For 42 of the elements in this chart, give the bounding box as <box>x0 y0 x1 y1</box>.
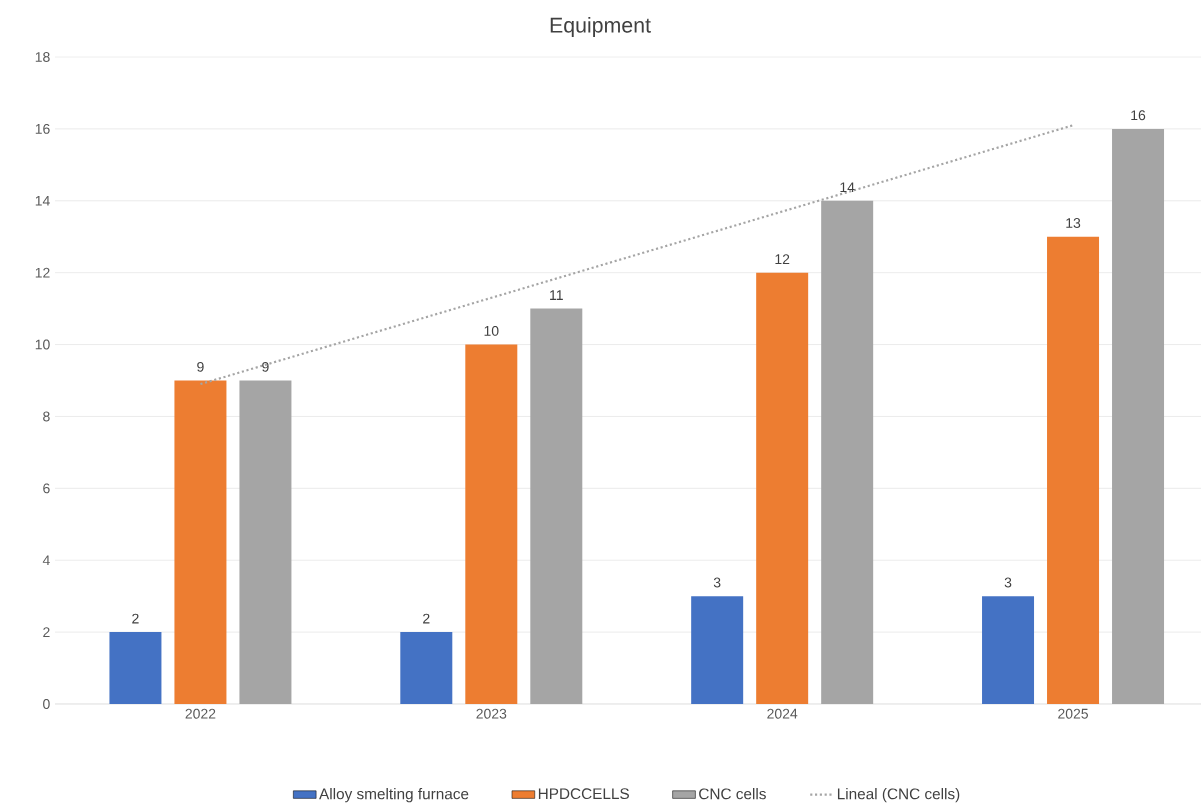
legend-label: HPDCCELLS <box>538 788 629 800</box>
bar <box>465 344 518 704</box>
data-label: 3 <box>1004 577 1012 588</box>
x-tick-label: 2022 <box>185 708 216 719</box>
data-label: 3 <box>713 577 721 588</box>
y-tick-label: 4 <box>42 555 50 566</box>
data-label: 9 <box>197 361 204 372</box>
data-label: 2 <box>423 613 430 624</box>
data-label: 12 <box>775 254 790 264</box>
data-label: 13 <box>1066 218 1081 229</box>
data-label: 2 <box>132 613 139 624</box>
y-tick-label: 8 <box>43 411 50 422</box>
y-tick-label: 10 <box>35 339 50 350</box>
bar <box>174 380 227 704</box>
y-tick-label: 14 <box>35 195 50 206</box>
bar <box>530 308 583 704</box>
bar <box>1112 128 1165 704</box>
bar <box>756 272 809 704</box>
y-tick-label: 0 <box>43 699 50 709</box>
bar <box>400 632 453 704</box>
y-tick-label: 2 <box>43 627 50 637</box>
data-label: 10 <box>484 325 499 336</box>
chart-title: Equipment <box>550 17 651 37</box>
data-label: 14 <box>840 182 855 193</box>
bar <box>691 596 744 704</box>
data-label: 9 <box>262 361 269 372</box>
legend-label: Alloy smelting furnace <box>319 788 469 803</box>
bar <box>109 632 162 704</box>
bar <box>982 596 1035 704</box>
bar <box>239 380 292 704</box>
legend-label: CNC cells <box>699 788 766 800</box>
x-tick-label: 2025 <box>1058 708 1089 719</box>
data-label: 11 <box>550 290 563 300</box>
y-tick-label: 12 <box>35 267 50 278</box>
bar <box>1047 236 1100 704</box>
y-tick-label: 6 <box>43 483 50 494</box>
y-tick-label: 18 <box>35 52 50 62</box>
x-tick-label: 2023 <box>476 708 507 719</box>
y-tick-label: 16 <box>35 123 50 134</box>
legend-label: Lineal (CNC cells) <box>837 788 960 803</box>
data-label: 16 <box>1131 110 1146 121</box>
x-tick-label: 2024 <box>767 708 798 719</box>
